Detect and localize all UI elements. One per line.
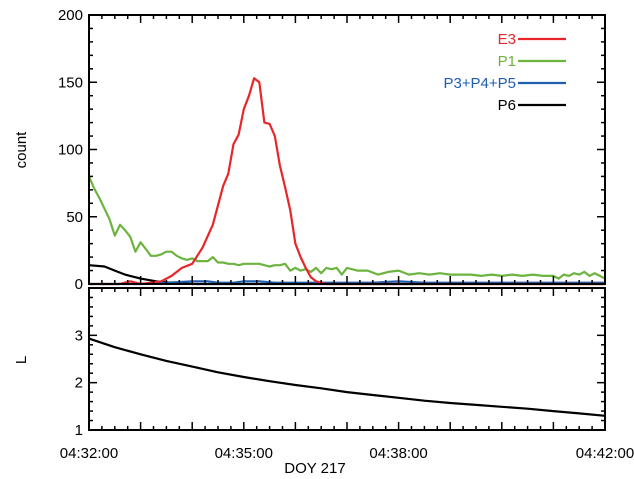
l-plot-frame (88, 287, 606, 431)
count-y-tick-label: 150 (58, 74, 83, 91)
l-series-group (88, 337, 606, 417)
l-x-ticks: 04:32:00 04:35:00 04:38:00 04:42:00 (60, 288, 634, 462)
count-y-ticks: 0 50 100 150 200 (58, 7, 605, 293)
legend-label-p3-p4-p5: P3+P4+P5 (443, 75, 516, 92)
count-series-group (87, 77, 606, 286)
count-y-axis-label: count (13, 131, 30, 169)
count-y-tick-label: 200 (58, 7, 83, 24)
count-y-tick-label: 0 (75, 276, 83, 293)
legend-label-p6: P6 (498, 97, 516, 114)
count-panel: 0 50 100 150 200 count E3 P1 P3+P4+P5 P6 (13, 7, 606, 293)
l-y-axis-label: L (13, 356, 30, 364)
l-y-tick-label: 1 (75, 422, 83, 439)
l-series-l-line (88, 337, 606, 417)
count-y-tick-label: 50 (66, 209, 83, 226)
count-series-p1-line (87, 175, 606, 280)
count-x-ticks (88, 15, 606, 284)
x-axis-label: DOY 217 (284, 460, 345, 477)
legend: E3 P1 P3+P4+P5 P6 (443, 31, 566, 114)
l-y-tick-label: 2 (75, 375, 83, 392)
l-y-tick-label: 3 (75, 327, 83, 344)
l-y-ticks: 1 2 3 (75, 287, 605, 439)
x-tick-label: 04:38:00 (369, 445, 427, 462)
l-panel: 1 2 3 04:32:00 04:35:00 04:38:00 04:42:00 L D… (13, 287, 634, 477)
legend-label-e3: E3 (498, 31, 516, 48)
count-y-tick-label: 100 (58, 142, 83, 159)
count-plot-frame (88, 14, 606, 285)
x-tick-label: 04:42:00 (576, 445, 634, 462)
x-tick-label: 04:35:00 (215, 445, 273, 462)
count-series-e3-line (89, 77, 605, 286)
x-tick-label: 04:32:00 (60, 445, 118, 462)
legend-label-p1: P1 (498, 53, 516, 70)
